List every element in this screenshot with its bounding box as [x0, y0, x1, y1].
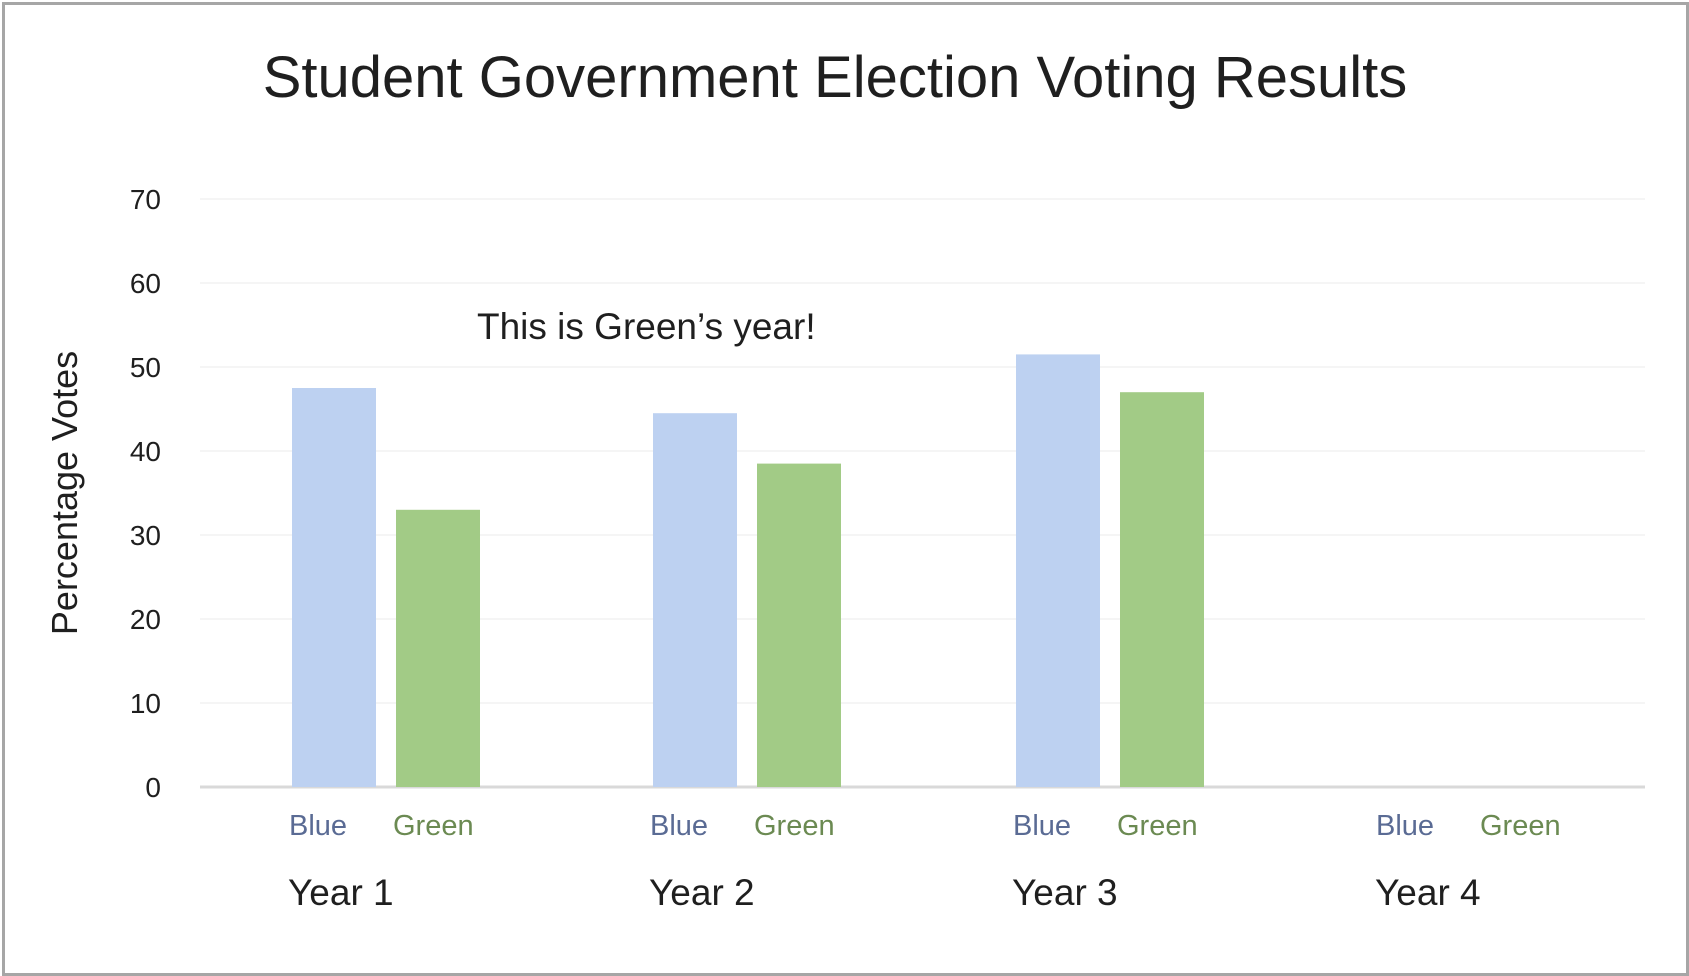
y-tick-label: 40 — [130, 436, 161, 467]
y-tick-label: 10 — [130, 688, 161, 719]
chart-title: Student Government Election Voting Resul… — [263, 45, 1408, 110]
bar-blue-year-3 — [1016, 354, 1100, 787]
y-axis-label: Percentage Votes — [44, 351, 85, 635]
series-label-green: Green — [754, 810, 835, 842]
category-label-year-1: Year 1 — [288, 872, 394, 913]
bar-blue-year-2 — [653, 413, 737, 787]
series-label-blue: Blue — [1376, 810, 1434, 842]
y-tick-label: 30 — [130, 520, 161, 551]
y-tick-label: 20 — [130, 604, 161, 635]
y-tick-label: 0 — [145, 772, 161, 803]
series-label-blue: Blue — [650, 810, 708, 842]
category-label-year-3: Year 3 — [1012, 872, 1118, 913]
bars — [292, 354, 1204, 787]
series-label-green: Green — [1117, 810, 1198, 842]
y-tick-label: 70 — [130, 184, 161, 215]
series-label-blue: Blue — [289, 810, 347, 842]
series-labels: Blue Green Blue Green Blue Green Blue Green — [289, 810, 1561, 842]
category-label-year-4: Year 4 — [1375, 872, 1481, 913]
series-label-green: Green — [393, 810, 474, 842]
y-tick-label: 50 — [130, 352, 161, 383]
bar-green-year-1 — [396, 509, 480, 787]
series-label-blue: Blue — [1013, 810, 1071, 842]
category-label-year-2: Year 2 — [649, 872, 755, 913]
bar-green-year-3 — [1120, 392, 1204, 787]
y-axis-ticks: 0 10 20 30 40 50 60 70 — [130, 184, 161, 803]
bar-green-year-2 — [757, 463, 841, 787]
series-label-green: Green — [1480, 810, 1561, 842]
annotation-greens-year: This is Green’s year! — [477, 306, 816, 347]
category-labels: Year 1 Year 2 Year 3 Year 4 — [288, 872, 1481, 913]
chart-svg: Student Government Election Voting Resul… — [44, 45, 1645, 913]
y-tick-label: 60 — [130, 268, 161, 299]
bar-blue-year-1 — [292, 388, 376, 787]
